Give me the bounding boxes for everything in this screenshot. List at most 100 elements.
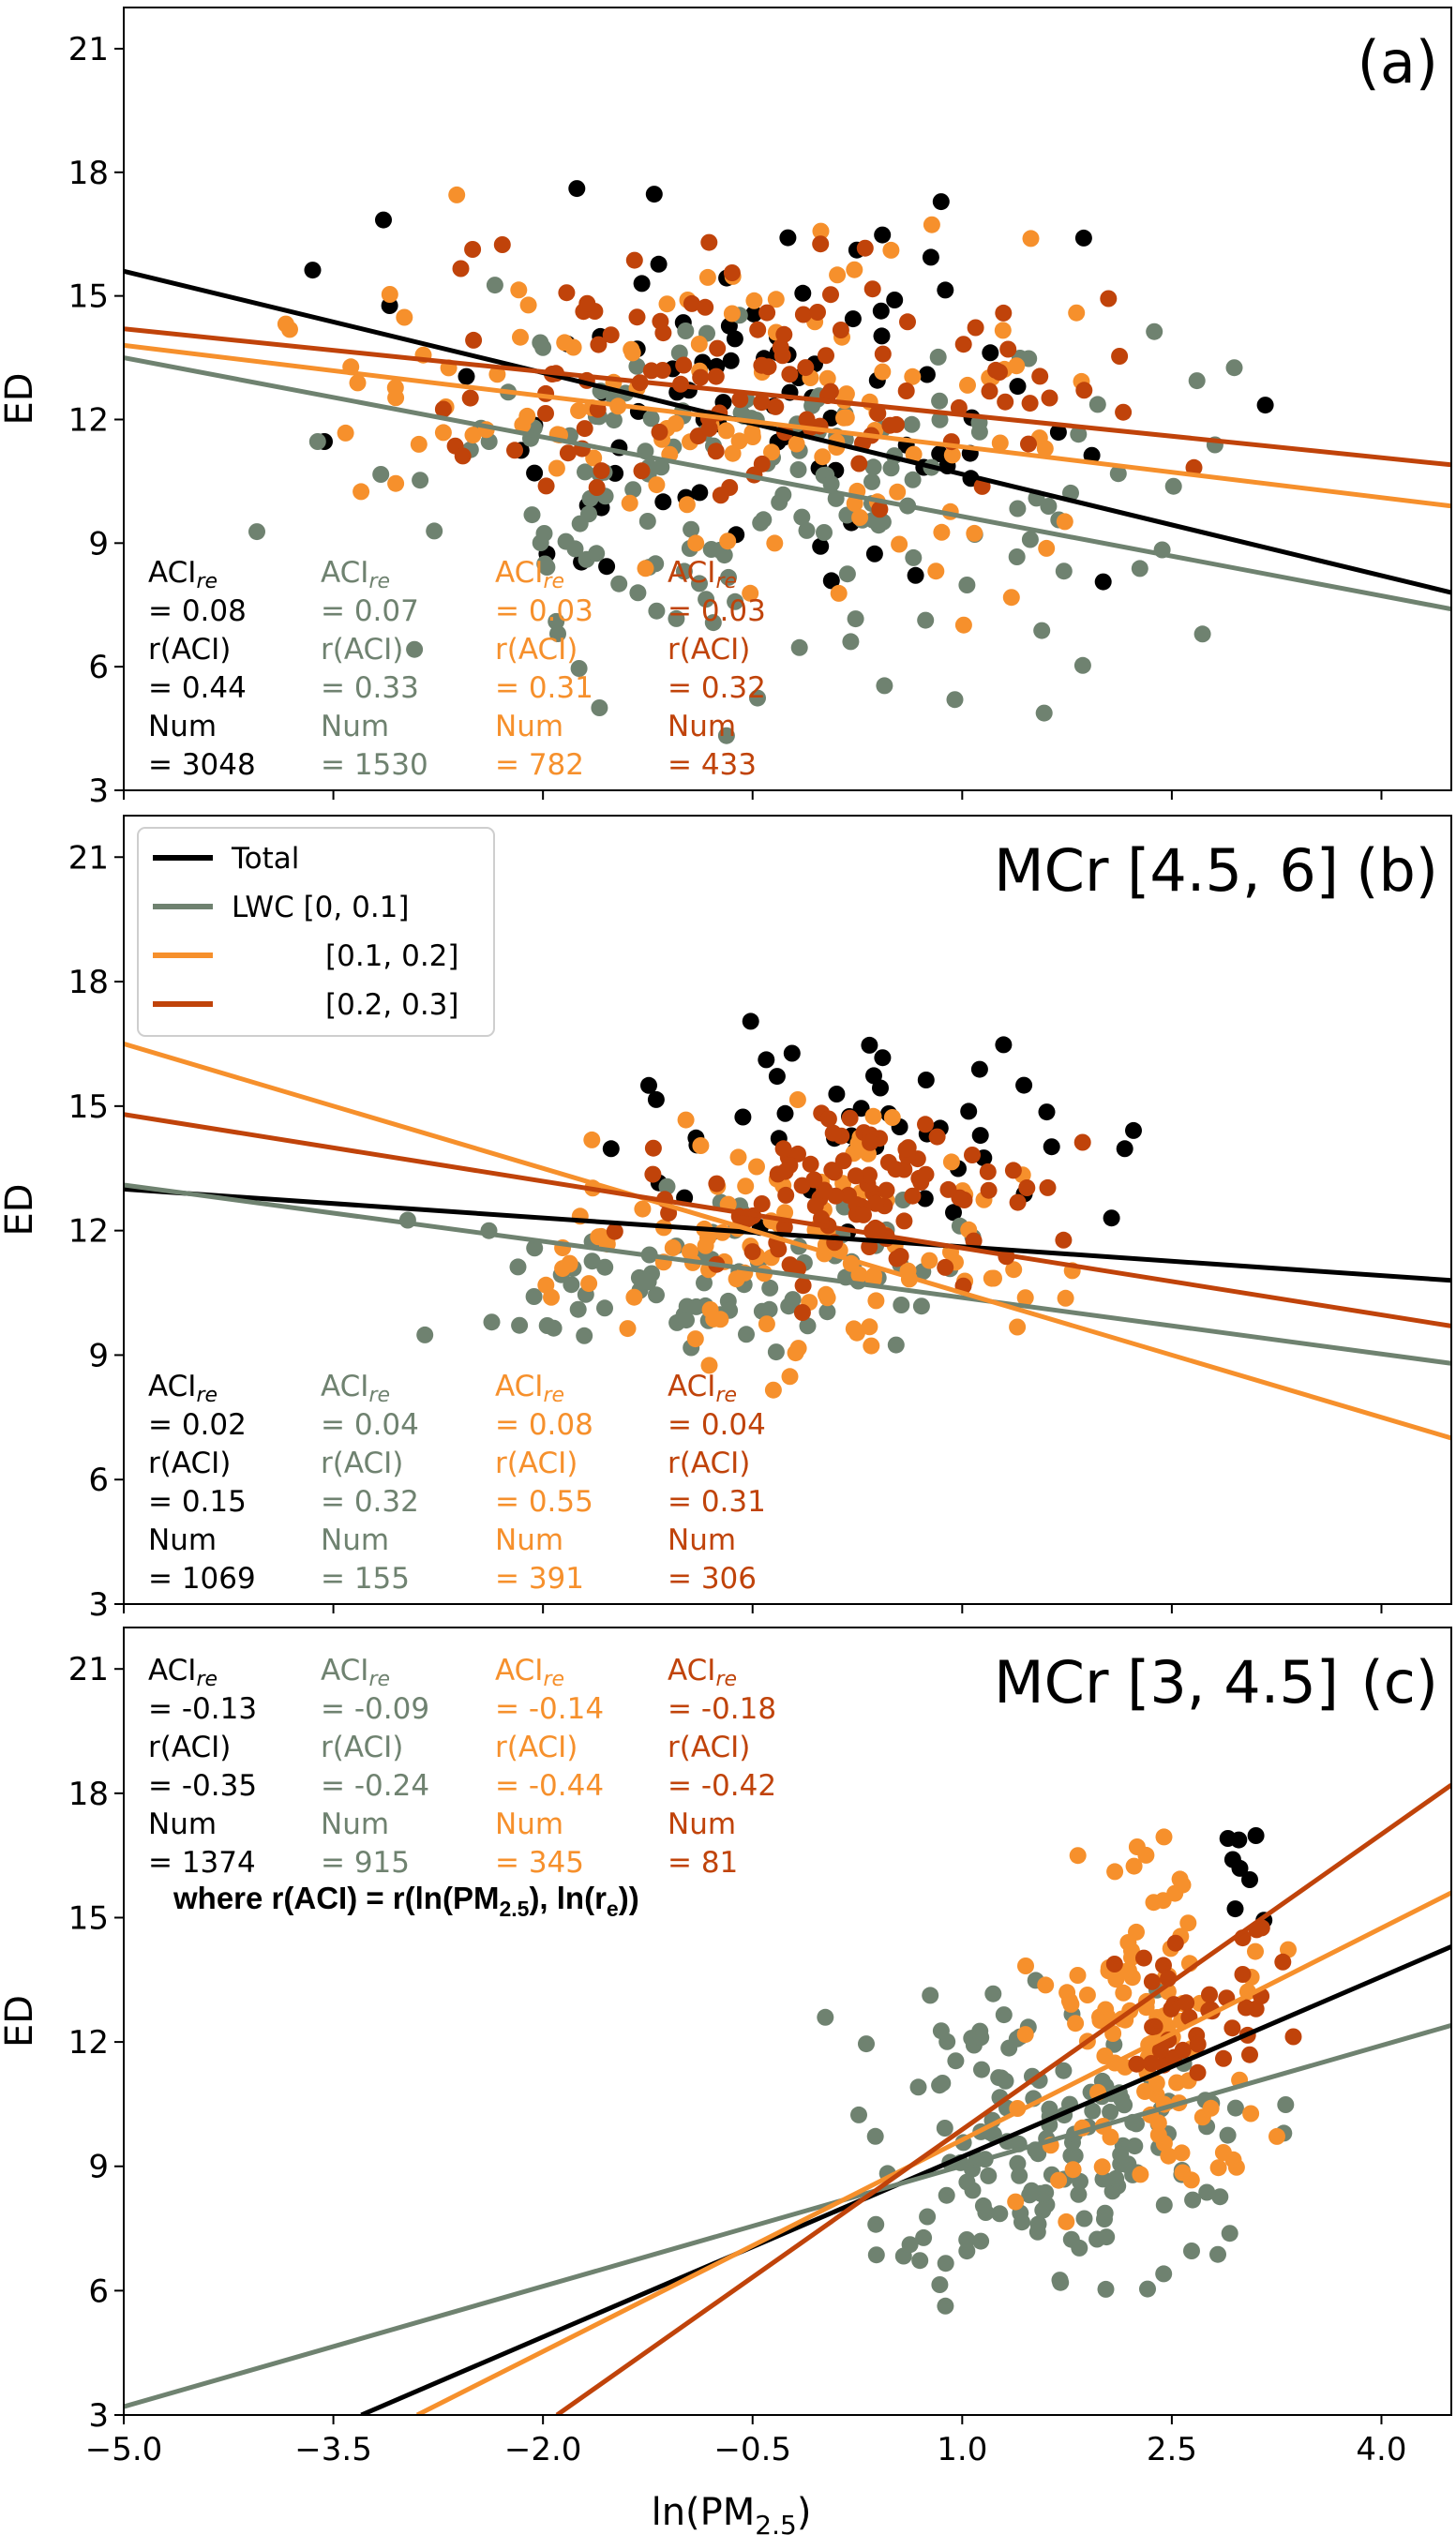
data-point (712, 487, 729, 504)
data-point (337, 424, 354, 442)
stat-num-label: Num (148, 1523, 217, 1557)
data-point (1102, 2128, 1119, 2146)
data-point (777, 1186, 795, 1204)
data-point (874, 1049, 892, 1067)
data-point (628, 308, 646, 326)
panel-label: (a) (1358, 28, 1438, 97)
data-point (1201, 1986, 1218, 2003)
legend-box (137, 827, 495, 1037)
data-point (1021, 395, 1039, 412)
data-point (483, 1313, 501, 1331)
data-point (1088, 396, 1106, 413)
data-point (707, 442, 725, 460)
x-axis-label-main: ln(PM (652, 2491, 756, 2534)
stat-r-label: r(ACI) (668, 1447, 750, 1480)
data-point (658, 295, 676, 313)
stat-aci-label: ACIre (321, 1654, 390, 1691)
stat-num-value: = 3048 (148, 748, 256, 782)
data-point (1178, 1994, 1195, 2012)
data-point (814, 448, 832, 466)
fit-line-total (124, 1186, 1451, 1283)
data-point (709, 339, 727, 357)
stats--0-2-0-3-: ACIre= 0.03 r(ACI) = 0.32 Num = 433 (668, 556, 766, 782)
data-point (945, 1204, 962, 1222)
stat-r-label: r(ACI) (321, 1447, 403, 1480)
data-point (946, 691, 964, 709)
data-point (697, 298, 714, 316)
stat-num-label: Num (321, 710, 389, 743)
data-point (856, 239, 874, 257)
y-tick-label: 3 (88, 772, 109, 810)
data-point (886, 292, 904, 308)
data-point (1064, 2161, 1082, 2179)
data-point (448, 186, 466, 203)
data-point (634, 1200, 652, 1218)
data-point (692, 1137, 710, 1154)
data-point (602, 1140, 620, 1158)
y-tick-label: 18 (68, 155, 109, 192)
data-point (973, 2061, 990, 2078)
data-point (742, 1012, 759, 1030)
data-point (683, 294, 700, 312)
data-point (1056, 513, 1073, 531)
stat-aci-value: = 0.02 (148, 1408, 247, 1442)
data-point (308, 433, 326, 450)
stat-r-label: r(ACI) (148, 633, 231, 667)
data-point (526, 1239, 544, 1257)
data-point (717, 422, 735, 440)
data-point (861, 1318, 878, 1336)
stat-num-value: = 306 (668, 1562, 757, 1596)
data-point (937, 281, 954, 299)
data-point (929, 348, 947, 366)
data-point (678, 1312, 695, 1329)
plot-frame (123, 7, 1452, 791)
data-point (590, 336, 608, 353)
data-point (434, 424, 452, 442)
stat-num-label: Num (668, 1523, 736, 1557)
data-point (802, 1155, 819, 1173)
data-point (1068, 304, 1086, 322)
data-point (506, 442, 523, 459)
fit-line--0-2-0-3- (124, 326, 1451, 468)
data-point (1009, 1193, 1027, 1211)
stat-num-label: Num (495, 710, 563, 743)
data-point (816, 524, 833, 541)
data-point (532, 334, 549, 352)
data-point (1073, 1133, 1091, 1151)
data-point (787, 1344, 804, 1362)
data-point (1097, 2280, 1115, 2298)
stat-aci-label: ACIre (668, 556, 737, 593)
data-point (937, 1258, 954, 1276)
fit-line--0-1-0-2- (124, 1042, 1451, 1441)
data-point (1183, 2242, 1200, 2259)
data-point (1234, 1966, 1252, 1983)
data-point (602, 326, 620, 344)
data-point (1055, 1231, 1073, 1249)
data-point (452, 260, 470, 278)
data-point (767, 291, 785, 308)
data-point (939, 1180, 957, 1198)
data-point (846, 261, 863, 278)
data-point (793, 1304, 811, 1321)
data-point (850, 2106, 867, 2123)
data-point (828, 1086, 846, 1102)
stat-aci-value: = 0.03 (668, 594, 766, 628)
stat-num-value: = 1069 (148, 1562, 256, 1596)
data-point (829, 266, 847, 284)
data-point (717, 727, 735, 744)
panel-c: 3 6 9 12 15 18 21 −5.0 −3.5 −2.0 −0.5 1.0 2.5 4.0 ED (c… (0, 1627, 1452, 2468)
data-point (549, 625, 566, 642)
data-point (783, 1044, 801, 1062)
data-point (1242, 2105, 1260, 2122)
data-point (844, 310, 862, 328)
data-point (638, 513, 656, 530)
data-point (931, 411, 949, 428)
data-point (1223, 2019, 1241, 2037)
data-point (1070, 2185, 1088, 2203)
data-point (904, 1187, 922, 1205)
data-point (818, 369, 836, 387)
stat-aci-value: = 0.08 (148, 594, 247, 628)
data-point (705, 1310, 723, 1328)
x-axis-label-sub: 2.5 (755, 2510, 797, 2535)
